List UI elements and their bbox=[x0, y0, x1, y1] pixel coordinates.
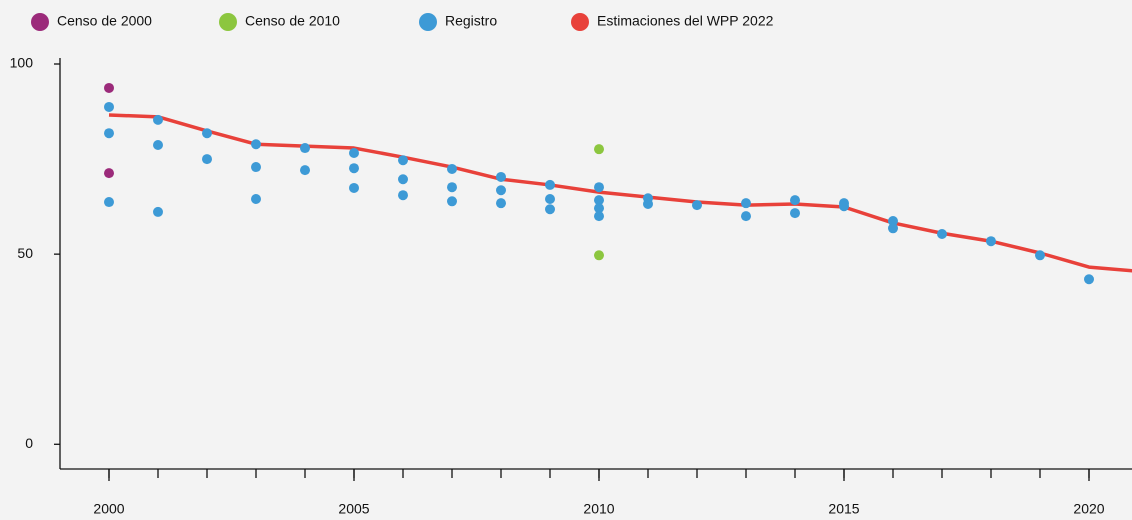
point bbox=[888, 216, 898, 227]
point bbox=[545, 179, 555, 190]
point bbox=[153, 140, 163, 150]
point bbox=[398, 155, 408, 166]
point bbox=[104, 128, 114, 139]
point bbox=[104, 197, 114, 208]
point bbox=[104, 82, 114, 93]
point bbox=[153, 206, 163, 217]
point bbox=[790, 208, 800, 219]
x-tick-label: 2010 bbox=[583, 501, 614, 517]
point bbox=[447, 163, 457, 174]
point bbox=[349, 147, 359, 158]
point bbox=[545, 204, 555, 215]
legend-label: Registro bbox=[445, 13, 497, 29]
point bbox=[104, 101, 114, 112]
point bbox=[594, 211, 604, 222]
point bbox=[790, 195, 800, 206]
point bbox=[202, 128, 212, 139]
point bbox=[741, 198, 751, 209]
point bbox=[839, 201, 849, 212]
point bbox=[594, 182, 604, 193]
point bbox=[300, 165, 310, 176]
point bbox=[447, 182, 457, 193]
point bbox=[251, 162, 261, 173]
point bbox=[888, 223, 898, 234]
point bbox=[643, 198, 653, 209]
point bbox=[594, 144, 604, 155]
legend-swatch bbox=[571, 13, 589, 31]
point bbox=[251, 139, 261, 150]
point bbox=[986, 236, 996, 247]
point bbox=[349, 163, 359, 174]
point bbox=[1035, 250, 1045, 261]
point bbox=[594, 195, 604, 206]
legend-label: Censo de 2000 bbox=[57, 13, 152, 29]
legend-label: Estimaciones del WPP 2022 bbox=[597, 13, 774, 29]
point bbox=[153, 114, 163, 125]
point bbox=[104, 168, 114, 179]
point bbox=[496, 171, 506, 182]
point bbox=[1084, 274, 1094, 285]
point bbox=[741, 211, 751, 222]
point bbox=[692, 200, 702, 211]
y-tick-label: 100 bbox=[10, 55, 34, 71]
point bbox=[349, 182, 359, 193]
legend: Censo de 2000 Censo de 2010 Registro Estima… bbox=[31, 13, 774, 31]
point bbox=[937, 228, 947, 239]
point bbox=[496, 185, 506, 196]
x-tick-label: 2000 bbox=[93, 501, 124, 517]
point bbox=[496, 198, 506, 209]
legend-label: Censo de 2010 bbox=[245, 13, 340, 29]
point bbox=[545, 194, 555, 204]
point bbox=[398, 190, 408, 201]
legend-swatch bbox=[31, 13, 49, 31]
point bbox=[202, 154, 212, 165]
plot-area bbox=[104, 82, 1132, 285]
x-tick-label: 2020 bbox=[1073, 501, 1104, 517]
x-tick-label: 2015 bbox=[828, 501, 859, 517]
point bbox=[594, 203, 604, 214]
x-tick-label: 2005 bbox=[338, 501, 369, 517]
point bbox=[300, 143, 310, 154]
point bbox=[398, 174, 408, 185]
line bbox=[108, 113, 1132, 273]
legend-swatch bbox=[419, 13, 437, 31]
point bbox=[447, 196, 457, 207]
point bbox=[251, 194, 261, 204]
y-tick-label: 50 bbox=[17, 245, 33, 261]
legend-swatch bbox=[219, 13, 237, 31]
point bbox=[594, 250, 604, 261]
axes: 0 50 100 2000 2005 2010 2015 2020 bbox=[10, 55, 1132, 517]
y-tick-label: 0 bbox=[25, 435, 33, 451]
